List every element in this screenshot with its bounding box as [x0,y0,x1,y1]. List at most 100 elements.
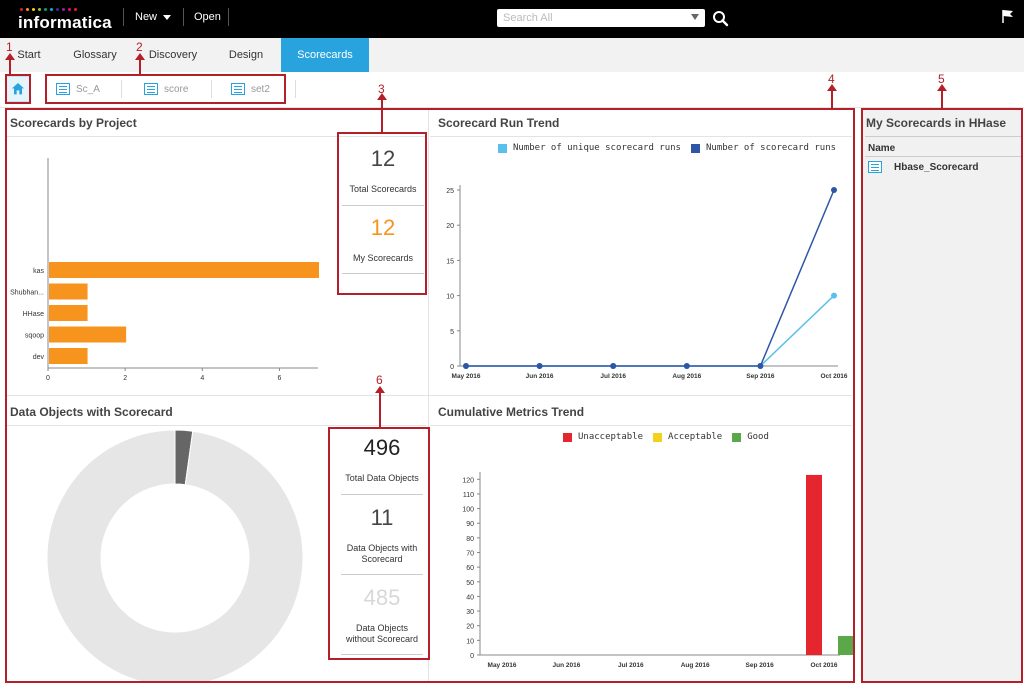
category-label: sqoop [25,333,44,340]
y-tick-label: 25 [446,188,454,195]
panel-title-cumulative: Cumulative Metrics Trend [438,405,585,419]
chevron-down-icon [163,15,172,20]
doc-tab-sc-a[interactable]: Sc_A [56,80,100,98]
doc-tab-label: set2 [251,83,270,95]
search-scope-dropdown-icon[interactable] [691,14,699,20]
legend-swatch-runs [690,143,700,153]
scorecard-icon [56,83,70,95]
y-tick-label: 60 [466,565,474,572]
series-point-1 [536,363,543,369]
panel-header-rule [865,136,1021,137]
panel-header-rule [6,136,426,137]
doc-tab-set2[interactable]: set2 [231,80,270,98]
y-tick-label: 5 [450,329,454,336]
bar-2 [49,305,88,321]
series-line-1 [466,189,835,367]
callout-5: 5 [938,72,945,86]
without-scorecard-value: 485 [363,585,401,610]
nav-bar [0,38,1024,72]
y-tick-label: 0 [450,364,454,371]
with-scorecard-label: Data Objects with Scorecard [337,543,427,565]
doc-tab-score[interactable]: score [144,80,188,98]
tab-start[interactable]: Start [17,49,41,61]
y-tick-label: 20 [446,223,454,230]
y-tick-label: 10 [446,294,454,301]
category-label: kas [33,268,44,275]
without-scorecard-label-line1: Data Objects [355,623,409,633]
metric-divider [341,654,423,655]
legend-swatch-unique-runs [498,143,507,153]
panel-divider [6,395,852,396]
logo-dot [38,8,41,11]
scorecard-icon [144,83,158,95]
column-header-rule [865,156,1021,157]
series-point-1 [831,187,837,193]
logo-dot [50,8,53,11]
metric-divider [341,494,423,495]
bar-4 [49,348,88,364]
panel-header-rule [430,425,852,426]
callout-arrow [135,53,145,75]
cumulative-legend: Unacceptable Acceptable Good [563,432,769,442]
search-placeholder: Search All [503,12,553,24]
column-header-name[interactable]: Name [868,143,896,154]
x-tick-label: 4 [200,375,204,382]
with-scorecard-label-line2: Scorecard [361,554,403,564]
x-tick-label: Jun 2016 [552,662,580,669]
x-tick-label: Aug 2016 [681,662,710,669]
with-scorecard-label-line1: Data Objects with [346,543,418,553]
y-tick-label: 110 [463,492,474,499]
bar-1 [49,283,88,300]
home-button[interactable] [5,76,31,102]
logo-dot [62,8,65,11]
logo-dot [20,8,23,11]
my-scorecards-label: My Scorecards [352,253,414,263]
panel-title-data-objects: Data Objects with Scorecard [10,405,173,419]
run-trend-chart: 0 5 10 15 20 25 May 2016 Jun 2016 Jul 2016 Aug 20… [446,185,848,380]
y-tick-label: 30 [466,609,474,616]
search-input[interactable]: Search All [497,9,705,27]
y-tick-label: 100 [462,507,474,514]
legend-swatch-unacceptable [563,432,572,442]
donut-slice-1 [46,429,304,682]
y-tick-label: 80 [466,536,474,543]
search-icon[interactable] [712,10,729,27]
x-tick-label: May 2016 [488,662,517,669]
without-scorecard-label: Data Objects without Scorecard [337,623,427,645]
logo-text: informatica [18,13,112,32]
new-menu-button[interactable]: New [135,11,172,23]
x-tick-label: Jul 2016 [600,373,626,380]
divider [123,8,124,26]
callout-arrow [937,84,947,108]
series-point-1 [683,363,690,369]
divider [183,8,184,26]
list-item[interactable]: Hbase_Scorecard [868,161,979,173]
flag-icon[interactable] [1000,8,1016,24]
bar-2-5 [838,635,854,655]
informatica-logo[interactable]: informatica [18,8,112,33]
callout-arrow [375,386,385,427]
divider [121,80,122,98]
run-trend-legend: Number of unique scorecard runs Number o… [498,143,836,153]
callout-2: 2 [136,40,143,54]
without-scorecard-label-line2: without Scorecard [345,634,419,644]
x-tick-label: 6 [277,375,281,382]
category-label: HHase [23,311,45,318]
bar-0 [49,262,319,278]
my-scorecards-value[interactable]: 12 [370,215,396,240]
y-tick-label: 0 [470,653,474,660]
y-tick-label: 90 [466,521,474,528]
y-tick-label: 120 [462,477,474,484]
home-icon [12,83,24,95]
legend-label-unacceptable: Unacceptable [578,432,644,442]
callout-6: 6 [376,373,383,387]
x-tick-label: May 2016 [452,373,481,380]
tab-scorecards[interactable]: Scorecards [281,38,369,72]
legend-label-acceptable: Acceptable [668,432,723,442]
open-button[interactable]: Open [194,11,221,23]
logo-dot [44,8,47,11]
metric-divider [342,273,424,274]
tab-discovery[interactable]: Discovery [148,49,198,61]
tab-design[interactable]: Design [228,49,264,61]
tab-glossary[interactable]: Glossary [73,49,117,61]
